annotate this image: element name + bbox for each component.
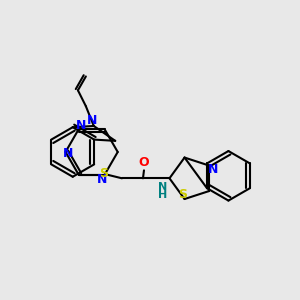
Text: H: H [158,190,168,200]
Text: S: S [178,188,187,201]
Text: O: O [139,156,149,169]
Text: N: N [76,119,87,132]
Text: N: N [87,113,97,127]
Text: N: N [208,163,218,176]
Text: N: N [158,182,168,192]
Text: N: N [97,173,107,186]
Text: S: S [99,167,108,180]
Text: N: N [63,148,74,160]
